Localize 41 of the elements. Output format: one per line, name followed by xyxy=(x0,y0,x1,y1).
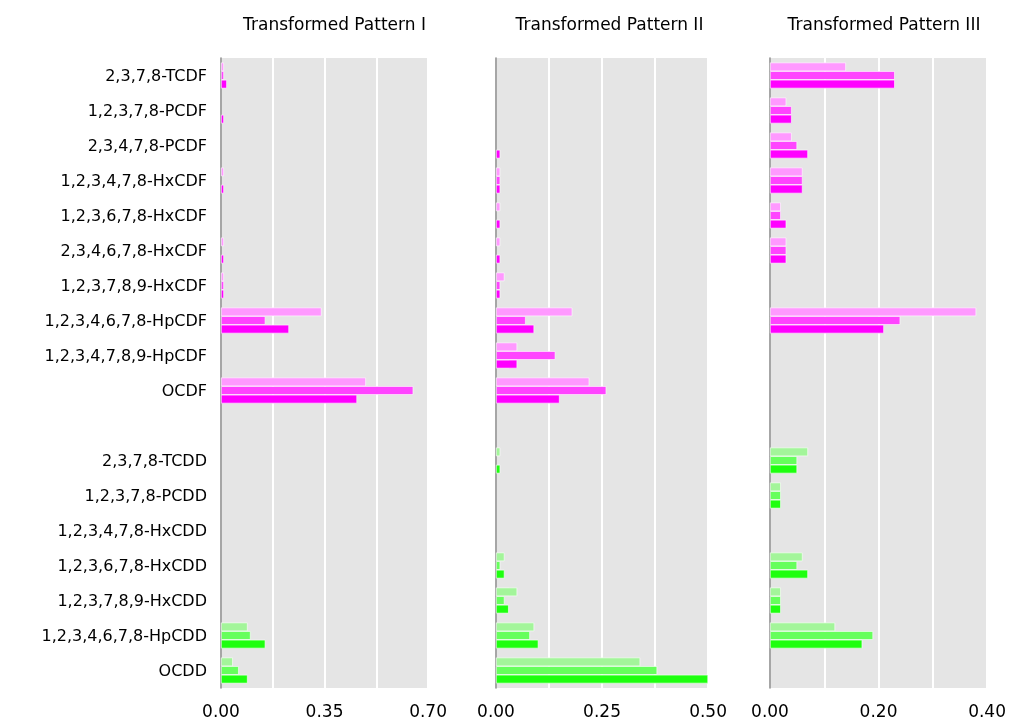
bar xyxy=(221,167,224,177)
x-tick-label: 0.70 xyxy=(409,700,447,721)
bar xyxy=(496,202,501,212)
y-tick-label: 1,2,3,4,6,7,8-HpCDD xyxy=(41,626,207,645)
y-tick-label: 2,3,7,8-TCDF xyxy=(105,66,207,85)
x-tick-label: 0.00 xyxy=(751,700,789,721)
chart-title: Transformed Pattern I xyxy=(242,13,426,34)
y-tick-label: 2,3,7,8-TCDD xyxy=(102,451,207,470)
x-tick-label: 0.40 xyxy=(968,700,1006,721)
x-tick-label: 0.00 xyxy=(477,700,515,721)
chart-title: Transformed Pattern II xyxy=(514,13,704,34)
bar xyxy=(496,254,501,264)
bar xyxy=(221,114,224,124)
y-tick-label: 1,2,3,4,7,8-HxCDF xyxy=(60,171,207,190)
y-tick-label: 1,2,3,7,8,9-HxCDD xyxy=(57,591,207,610)
y-tick-label: 2,3,4,6,7,8-HxCDF xyxy=(60,241,207,260)
bar xyxy=(496,447,501,457)
x-tick-label: 0.00 xyxy=(202,700,240,721)
y-tick-label: 1,2,3,7,8,9-HxCDF xyxy=(60,276,207,295)
y-tick-label: 1,2,3,4,6,7,8-HpCDF xyxy=(44,311,207,330)
bar xyxy=(221,254,224,264)
bar xyxy=(496,237,501,247)
y-tick-label: 1,2,3,6,7,8-HxCDF xyxy=(60,206,207,225)
y-tick-label: 2,3,4,7,8-PCDF xyxy=(87,136,207,155)
bar xyxy=(496,219,501,229)
x-tick-label: 0.20 xyxy=(859,700,898,721)
bar xyxy=(221,184,224,194)
chart-title: Transformed Pattern III xyxy=(786,13,981,34)
x-tick-label: 0.35 xyxy=(305,700,344,721)
y-tick-label: 1,2,3,7,8-PCDF xyxy=(87,101,207,120)
y-tick-label: 1,2,3,6,7,8-HxCDD xyxy=(57,556,207,575)
y-tick-label: 1,2,3,4,7,8,9-HpCDF xyxy=(44,346,207,365)
y-tick-label: 1,2,3,4,7,8-HxCDD xyxy=(57,521,207,540)
x-tick-label: 0.25 xyxy=(583,700,621,721)
y-tick-label: 1,2,3,7,8-PCDD xyxy=(84,486,207,505)
bar xyxy=(496,464,501,474)
bar xyxy=(496,149,501,159)
y-tick-label: OCDD xyxy=(158,661,207,680)
bar xyxy=(221,237,224,247)
x-tick-label: 0.50 xyxy=(689,700,727,721)
y-tick-label: OCDF xyxy=(161,381,207,400)
